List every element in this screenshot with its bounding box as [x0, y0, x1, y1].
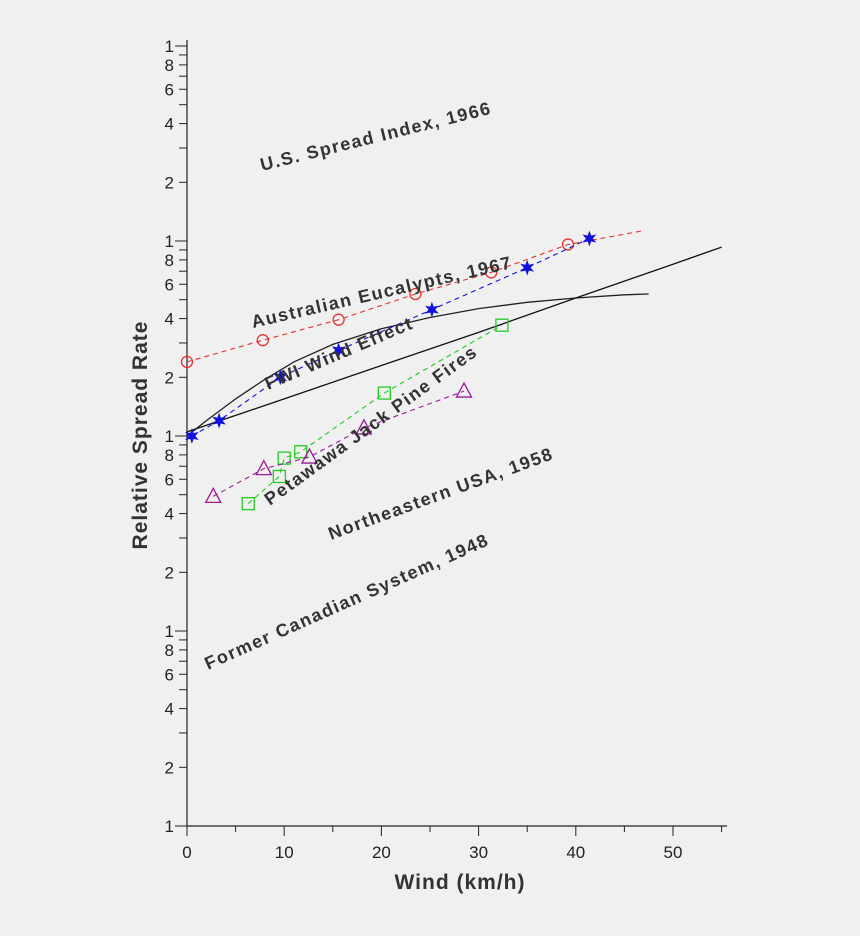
y-tick-label: 8 [165, 641, 174, 660]
data-point-circle [561, 238, 575, 251]
series-line [186, 230, 644, 363]
data-point-star [184, 428, 199, 444]
y-tick-label: 8 [165, 251, 174, 270]
data-point-circle [256, 334, 269, 347]
series-2 [180, 230, 644, 369]
x-tick-label: 10 [275, 843, 294, 862]
data-point-circle [409, 287, 422, 301]
y-tick-label: 2 [165, 758, 174, 777]
data-point-star [331, 342, 346, 359]
data-point-circle [332, 313, 345, 326]
x-tick-label: 50 [664, 843, 683, 862]
data-point-square [272, 469, 286, 484]
data-point-circle [485, 266, 498, 279]
y-tick-label: 2 [165, 368, 174, 387]
label-australian-eucalypts: Australian Eucalypts, 1967 [249, 252, 514, 332]
data-point-triangle [204, 487, 222, 504]
data-point-square [377, 386, 391, 400]
series-group [180, 230, 722, 511]
data-point-triangle [255, 459, 273, 476]
data-point-star [273, 369, 288, 386]
y-tick-label: 6 [165, 80, 174, 99]
y-tick-label: 6 [165, 665, 174, 684]
x-tick-label: 40 [566, 843, 585, 862]
y-tick-label: 4 [165, 115, 174, 134]
y-tick-label: 6 [165, 275, 174, 294]
y-tick-label: 4 [165, 310, 174, 329]
series-1 [186, 246, 722, 433]
y-tick-label: 4 [165, 700, 174, 719]
y-tick-label: 4 [165, 505, 174, 524]
x-tick-label: 30 [469, 843, 488, 862]
y-tick-label: 8 [165, 56, 174, 75]
series-line [212, 390, 465, 497]
series-3 [241, 318, 509, 511]
y-tick-label: 8 [165, 446, 174, 465]
data-point-star [425, 301, 439, 318]
x-tick-label: 0 [182, 843, 191, 862]
y-tick-label: 2 [165, 563, 174, 582]
data-point-square [294, 445, 308, 459]
y-tick-label: 1 [165, 427, 174, 446]
series-4 [184, 230, 597, 444]
x-tick-label: 20 [372, 843, 391, 862]
label-us-spread-index: U.S. Spread Index, 1966 [258, 98, 493, 175]
data-point-triangle [300, 447, 319, 464]
series-5 [204, 381, 473, 504]
data-point-star [520, 259, 535, 276]
data-point-square [241, 496, 255, 511]
y-tick-label: 1 [165, 232, 174, 251]
data-point-square [277, 451, 291, 465]
series-line [247, 324, 503, 505]
data-point-square [495, 318, 509, 332]
y-tick-label: 1 [165, 817, 174, 836]
y-tick-label: 1 [165, 622, 174, 641]
y-tick-label: 2 [165, 173, 174, 192]
data-point-circle [180, 355, 194, 369]
x-axis-title: Wind (km/h) [395, 871, 526, 894]
data-point-triangle [355, 418, 373, 435]
data-point-star [212, 412, 226, 429]
data-point-star [582, 230, 597, 247]
label-former-canadian: Former Canadian System, 1948 [201, 530, 492, 674]
data-point-triangle [455, 381, 473, 398]
y-tick-label: 1 [165, 37, 174, 56]
series-line [186, 246, 722, 433]
label-northeastern-usa: Northeastern USA, 1958 [326, 444, 557, 544]
y-tick-label: 6 [165, 470, 174, 489]
y-axis-title: Relative Spread Rate [129, 321, 152, 550]
